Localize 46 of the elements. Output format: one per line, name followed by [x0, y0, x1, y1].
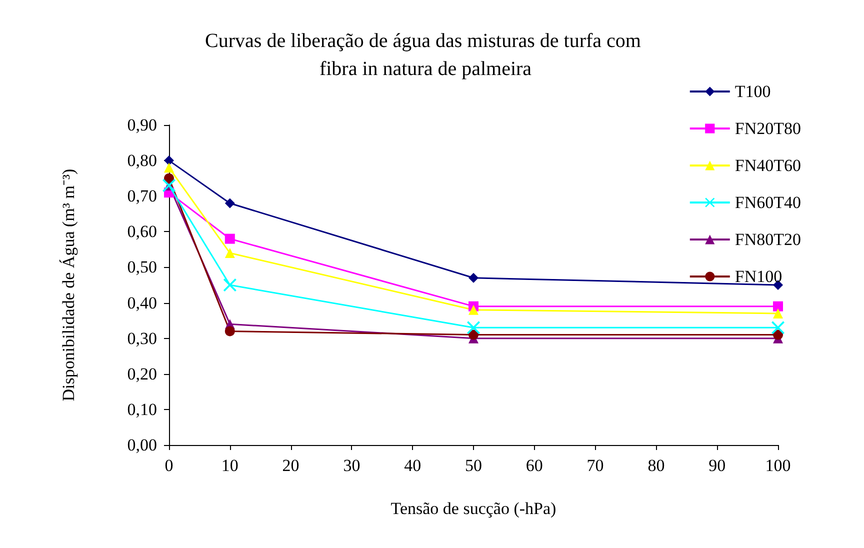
point — [164, 156, 174, 166]
y-tick-label: 0,60 — [127, 222, 157, 242]
y-tick-label: 0,10 — [127, 400, 157, 419]
point — [467, 321, 480, 334]
y-tick-label: 0,80 — [127, 151, 157, 170]
x-tick-label: 30 — [343, 456, 360, 475]
point — [224, 198, 235, 208]
legend-label: FN40T60 — [734, 156, 802, 175]
legend-label: FN100 — [734, 267, 782, 286]
point — [224, 248, 235, 258]
y-axis-title: Disponibilidade de Água (m³ m⁻³) — [59, 168, 78, 402]
y-tick-label: 0,40 — [127, 293, 157, 312]
y-tick-label: 0,70 — [127, 186, 157, 206]
y-tick-label: 0,00 — [127, 436, 157, 454]
point — [773, 308, 783, 318]
y-tick-label: 0,90 — [127, 116, 157, 134]
x-tick-label: 10 — [221, 456, 238, 475]
y-tick-label: 0,50 — [127, 258, 157, 277]
x-tick-label: 60 — [526, 456, 543, 475]
point — [772, 321, 784, 334]
x-tick-label: 100 — [765, 456, 791, 475]
point — [164, 162, 174, 173]
x-tick-label: 90 — [708, 456, 726, 475]
legend-label: FN80T20 — [734, 230, 802, 249]
point — [224, 234, 235, 244]
point — [468, 304, 478, 315]
x-tick-label: 40 — [404, 456, 422, 475]
point — [164, 173, 174, 184]
x-tick-label: 50 — [465, 456, 482, 475]
point — [468, 272, 478, 283]
x-tick-label: 80 — [648, 456, 665, 475]
x-tick-label: 70 — [586, 456, 604, 475]
legend-label: T100 — [734, 82, 771, 101]
y-tick-label: 0,30 — [127, 328, 157, 348]
legend-label: FN20T80 — [734, 119, 802, 138]
point — [223, 278, 236, 292]
point — [224, 326, 235, 336]
x-tick-label: 20 — [282, 456, 300, 475]
point — [773, 301, 783, 312]
x-tick-label: 0 — [164, 456, 174, 475]
legend-label: FN60T40 — [734, 193, 802, 212]
y-tick-label: 0,20 — [127, 364, 157, 384]
x-axis-title: Tensão de sucção (-hPa) — [390, 499, 556, 518]
point — [773, 330, 783, 340]
point — [468, 330, 478, 340]
chart-title: Curvas de liberação de água das misturas de turfa com fibra in natura de palmeira — [205, 30, 642, 80]
